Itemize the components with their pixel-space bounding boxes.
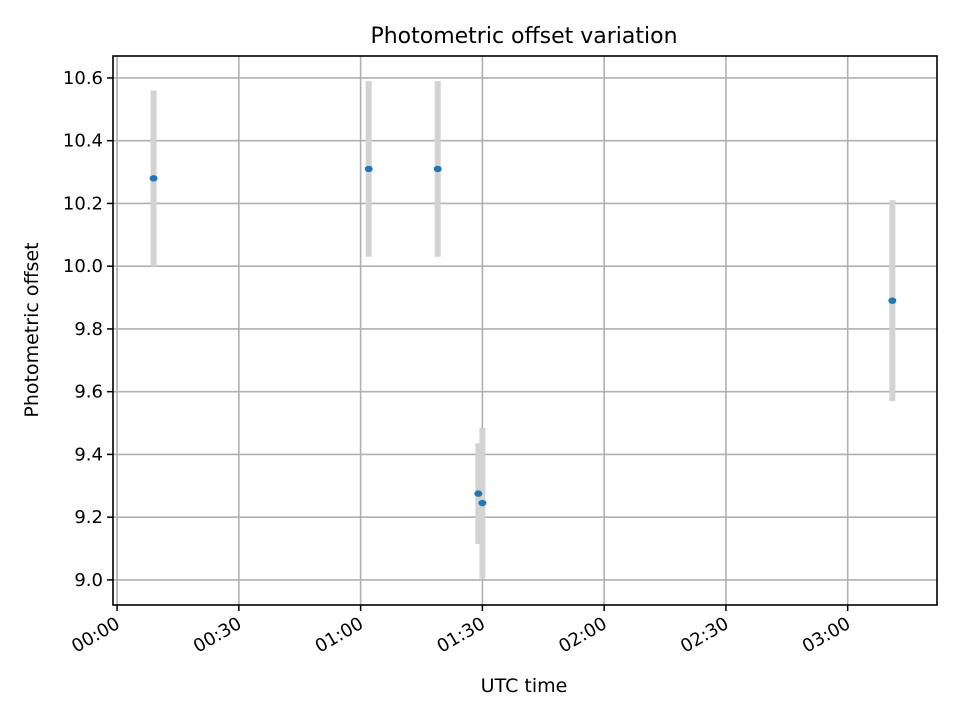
y-tick-label: 9.8	[74, 319, 103, 340]
x-tick-label: 01:30	[433, 613, 488, 657]
x-tick-label: 01:00	[312, 613, 367, 657]
data-point	[478, 499, 487, 507]
y-axis-label: Photometric offset	[21, 242, 43, 417]
y-tick-label: 9.4	[74, 444, 103, 465]
y-tick-label: 9.6	[74, 382, 103, 403]
data-point	[474, 490, 483, 497]
x-tick-label: 00:30	[190, 613, 245, 657]
y-axis-ticks: 9.0 9.2 9.4 9.6 9.8 10.0 10.2 10.4 10.6	[63, 68, 113, 591]
x-axis-label: UTC time	[481, 675, 568, 697]
x-axis-ticks: 00:00 00:30 01:00 01:30 02:00 02:30 03:00	[68, 605, 854, 657]
grid	[113, 56, 937, 605]
x-tick-label: 03:00	[799, 613, 854, 657]
x-tick-label: 00:00	[68, 613, 123, 657]
y-tick-label: 10.2	[63, 193, 103, 214]
y-tick-label: 9.2	[74, 507, 103, 528]
y-tick-label: 9.0	[74, 570, 103, 591]
data-point	[149, 175, 158, 182]
y-tick-label: 10.4	[63, 131, 103, 152]
data-point	[433, 165, 442, 173]
x-tick-label: 02:30	[677, 613, 732, 657]
x-tick-label: 02:00	[555, 613, 610, 657]
y-tick-label: 10.0	[63, 256, 103, 277]
data-points	[149, 165, 897, 507]
data-point	[888, 297, 897, 304]
data-point	[364, 165, 373, 173]
y-tick-label: 10.6	[63, 68, 103, 89]
chart-title: Photometric offset variation	[370, 24, 677, 49]
plot-frame	[112, 55, 938, 606]
